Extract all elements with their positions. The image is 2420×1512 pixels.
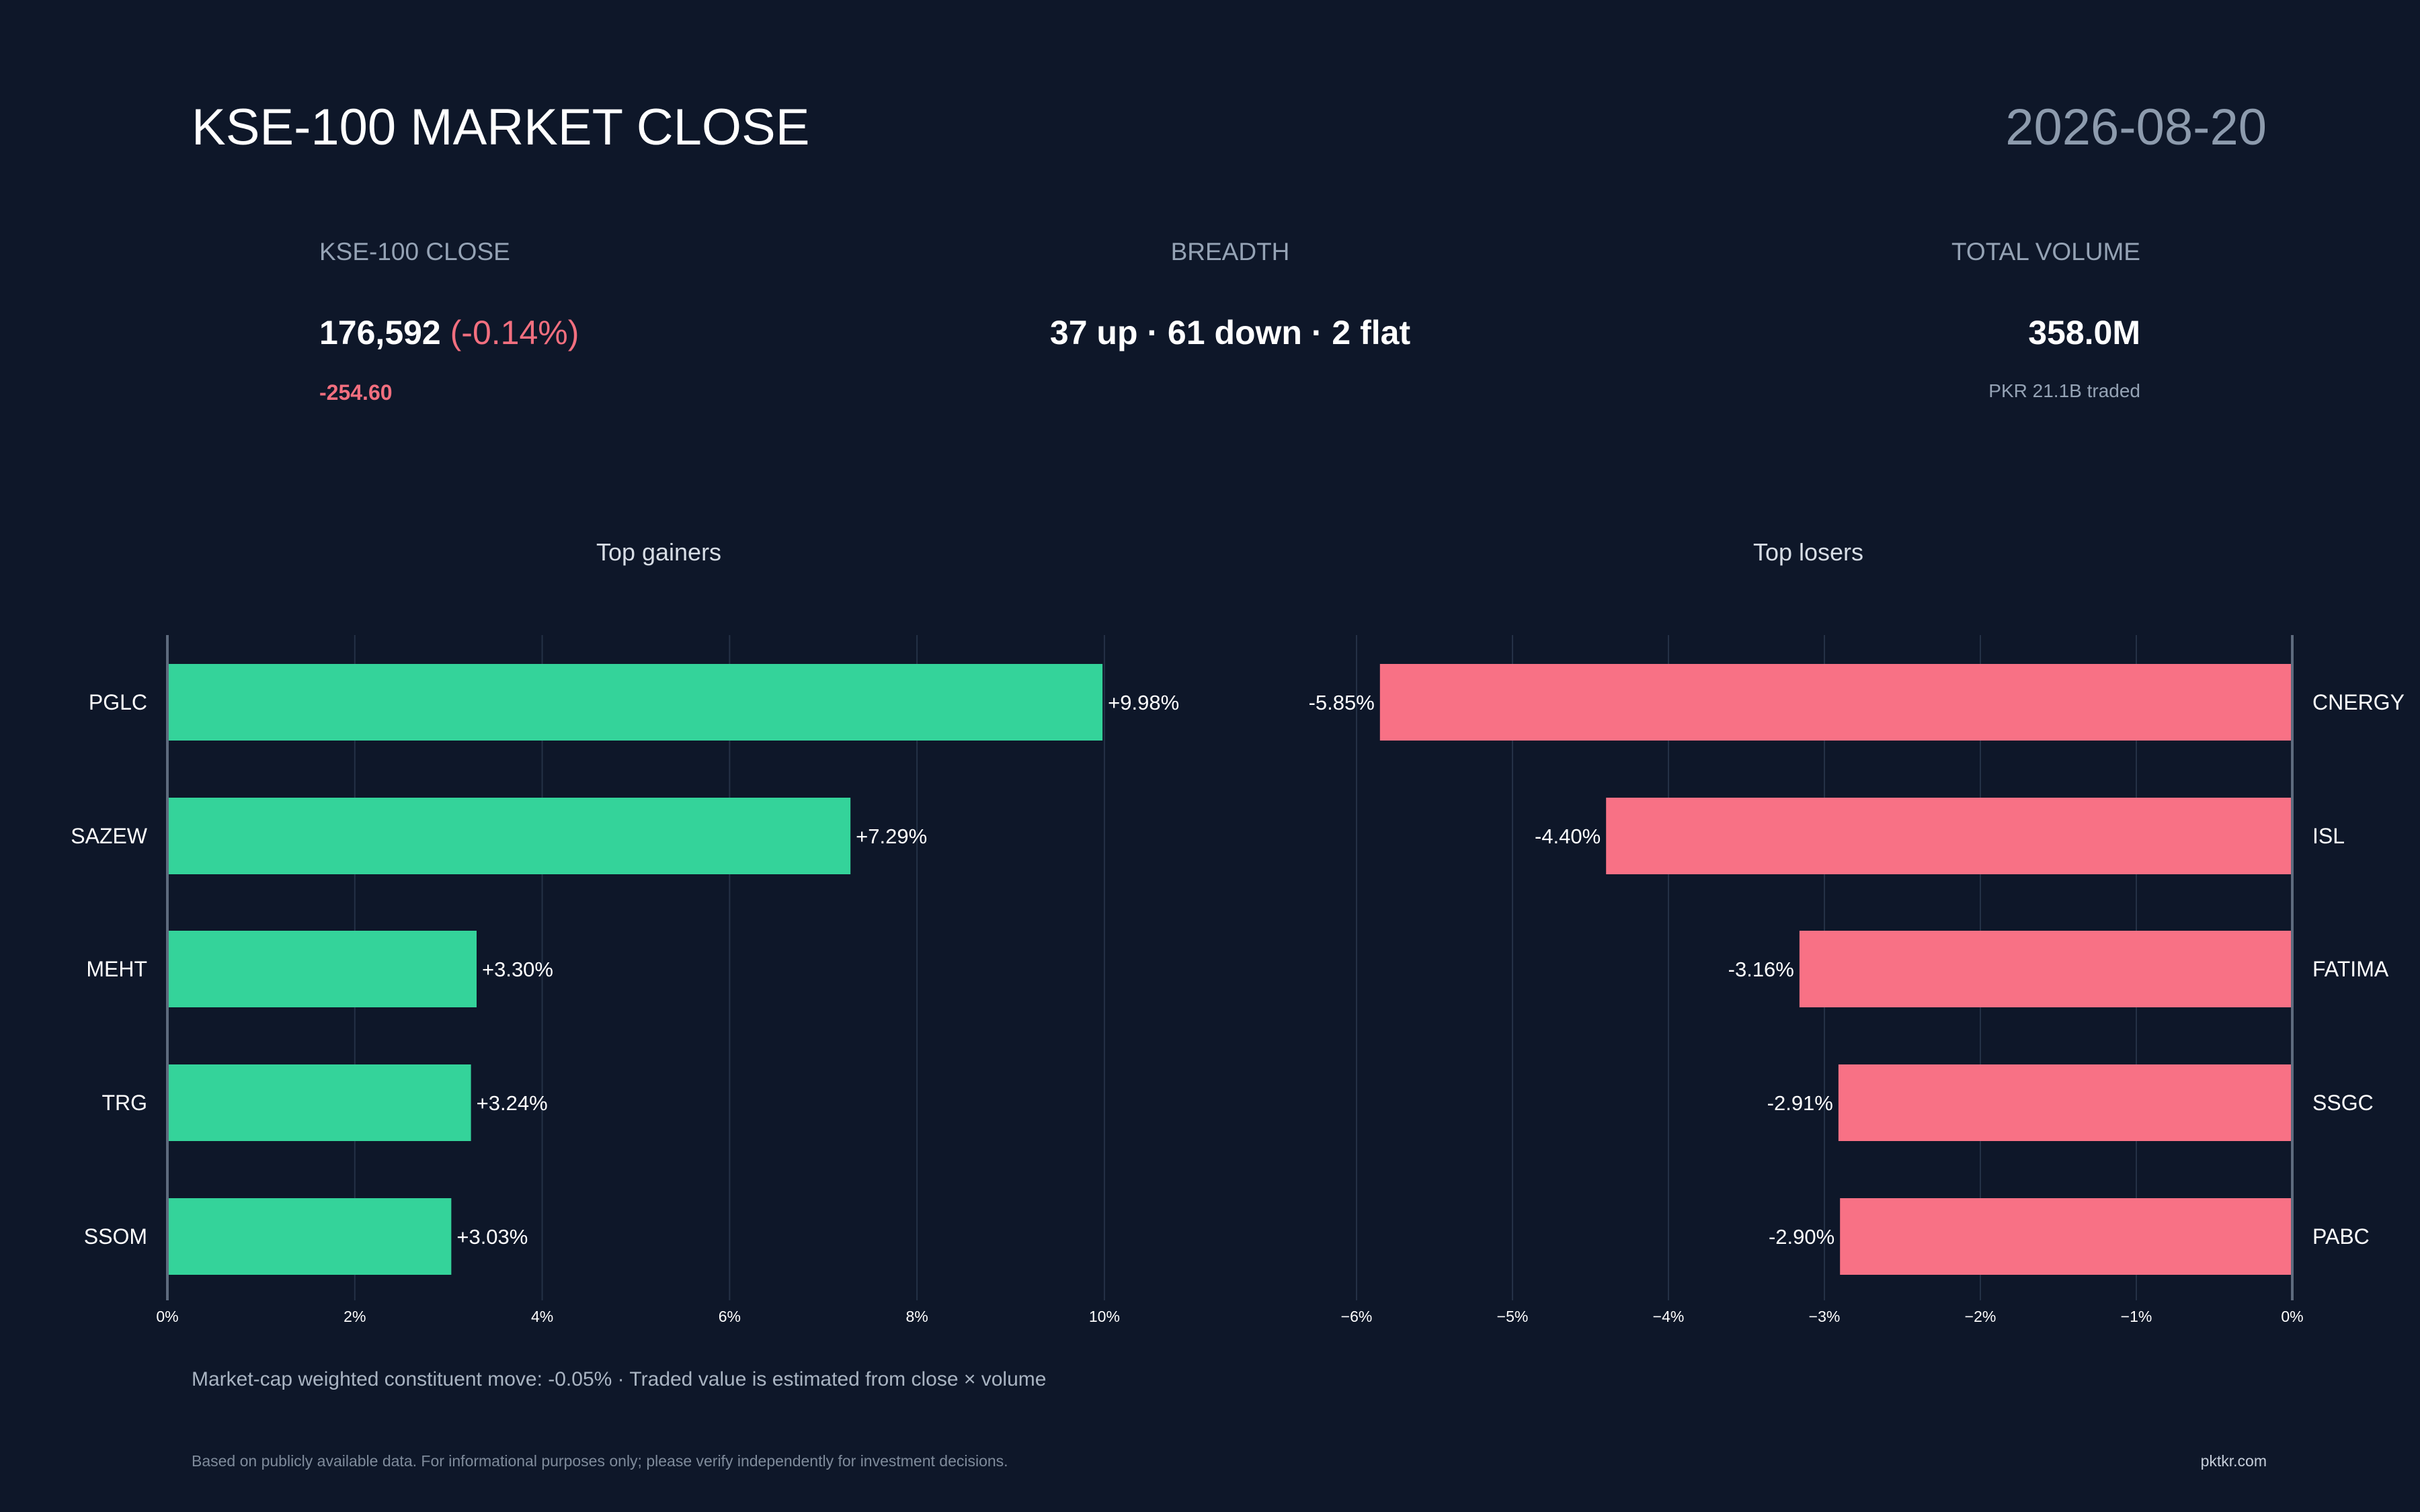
losers-bar (1799, 931, 2292, 1007)
volume-stat-label: TOTAL VOLUME (1951, 238, 2140, 265)
gainers-bar (167, 931, 477, 1007)
losers-chart: −6% −5% −4% −3% −2% −1% 0% -5.85% CNERGY -4.40% IS… (1309, 635, 2405, 1325)
breadth-stat-label: BREADTH (1170, 238, 1290, 265)
gainers-category-label: SAZEW (71, 824, 148, 848)
losers-tick-label: −4% (1653, 1308, 1685, 1325)
gainers-bar (167, 1198, 452, 1275)
gainers-category-label: MEHT (86, 957, 147, 981)
gainers-tick-label: 8% (906, 1308, 928, 1325)
losers-bar (1379, 664, 2292, 741)
gainers-tick-label: 0% (156, 1308, 178, 1325)
gainers-value-label: +3.24% (477, 1091, 548, 1115)
gainers-tick-label: 2% (344, 1308, 366, 1325)
traded-value: PKR 21.1B traded (1988, 380, 2140, 401)
gainers-tick-label: 4% (531, 1308, 553, 1325)
losers-tick-label: −6% (1341, 1308, 1373, 1325)
losers-tick-label: 0% (2281, 1308, 2303, 1325)
gainers-bar (167, 798, 851, 874)
source-link[interactable]: pktkr.com (2200, 1452, 2267, 1470)
page-title: KSE-100 MARKET CLOSE (192, 99, 810, 156)
losers-value-label: -2.90% (1769, 1225, 1834, 1249)
close-point-change: -254.60 (319, 380, 393, 405)
losers-tick-label: −2% (1965, 1308, 1997, 1325)
close-value: 176,592 (319, 314, 441, 351)
losers-bar (1838, 1064, 2292, 1141)
gainers-tick-label: 10% (1089, 1308, 1120, 1325)
gainers-category-label: PGLC (89, 690, 147, 714)
losers-chart-title: Top losers (1752, 538, 1864, 566)
close-pct-change: (-0.14%) (450, 314, 579, 351)
disclaimer: Based on publicly available data. For in… (192, 1452, 1008, 1470)
losers-category-label: FATIMA (2312, 957, 2389, 981)
losers-category-label: PABC (2312, 1224, 2370, 1249)
close-stat-label: KSE-100 CLOSE (319, 238, 510, 265)
losers-value-label: -5.85% (1309, 691, 1375, 714)
gainers-value-label: +3.30% (482, 958, 553, 981)
gainers-chart: 0% 2% 4% 6% 8% 10% +9.98% PGLC +7.29% SAZEW +3.30%… (71, 635, 1179, 1325)
gainers-bar (167, 664, 1103, 741)
losers-value-label: -4.40% (1535, 825, 1601, 848)
report-date: 2026-08-20 (2005, 99, 2267, 156)
footnote: Market-cap weighted constituent move: -0… (192, 1368, 1047, 1390)
losers-category-label: CNERGY (2312, 690, 2405, 714)
losers-category-label: ISL (2312, 824, 2345, 848)
close-stat-value: 176,592 (-0.14%) (319, 312, 579, 353)
losers-category-label: SSGC (2312, 1091, 2374, 1115)
gainers-value-label: +7.29% (856, 825, 927, 848)
losers-value-label: -2.91% (1767, 1091, 1833, 1115)
gainers-category-label: TRG (102, 1091, 147, 1115)
losers-tick-label: −3% (1809, 1308, 1841, 1325)
losers-bar (1606, 798, 2292, 874)
losers-tick-label: −5% (1497, 1308, 1529, 1325)
gainers-category-label: SSOM (84, 1224, 147, 1249)
gainers-value-label: +9.98% (1108, 691, 1179, 714)
gainers-chart-title: Top gainers (596, 538, 722, 566)
losers-value-label: -3.16% (1728, 958, 1794, 981)
volume-stat-value: 358.0M (2028, 314, 2140, 351)
losers-tick-label: −1% (2121, 1308, 2152, 1325)
gainers-tick-label: 6% (719, 1308, 741, 1325)
losers-bar (1840, 1198, 2292, 1275)
gainers-bar (167, 1064, 471, 1141)
gainers-value-label: +3.03% (456, 1225, 528, 1249)
breadth-stat-value: 37 up · 61 down · 2 flat (1049, 314, 1411, 351)
